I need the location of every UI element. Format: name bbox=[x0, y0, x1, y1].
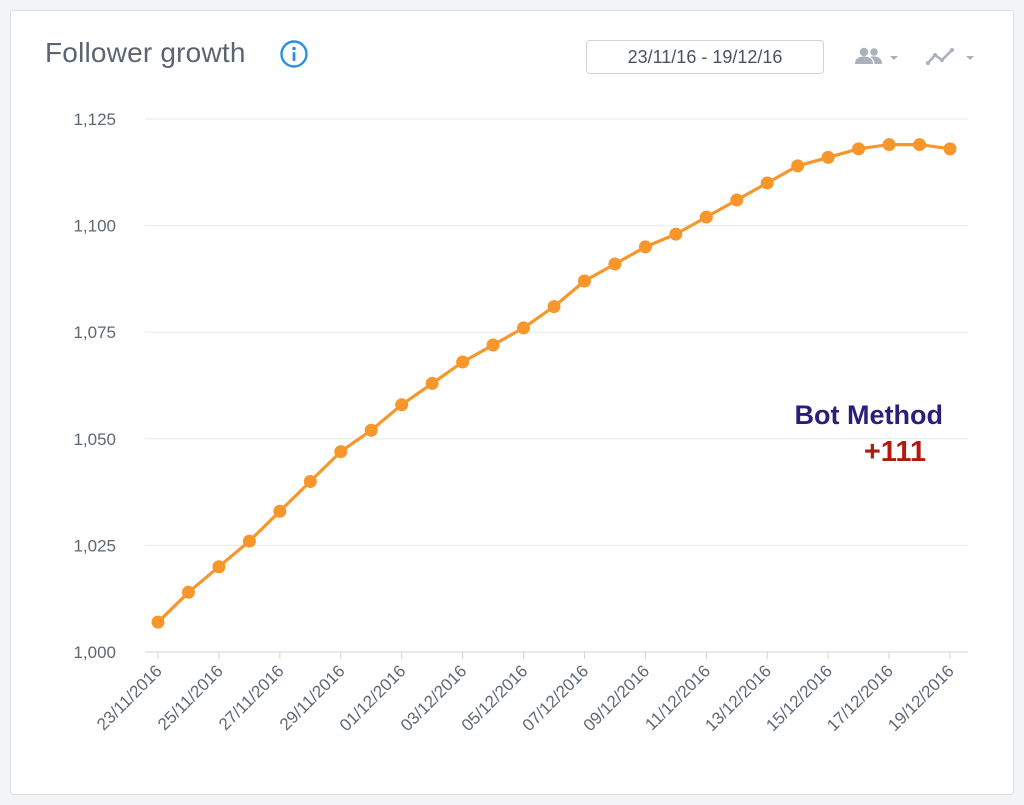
data-point[interactable] bbox=[943, 142, 957, 156]
data-point[interactable] bbox=[425, 376, 439, 390]
chart-title: Follower growth bbox=[45, 37, 246, 68]
data-point[interactable] bbox=[486, 338, 500, 352]
data-point[interactable] bbox=[913, 138, 927, 152]
data-point[interactable] bbox=[577, 274, 591, 288]
annotation-title: Bot Method bbox=[795, 400, 943, 430]
data-point[interactable] bbox=[334, 445, 348, 459]
people-icon bbox=[855, 47, 882, 64]
annotation-value: +111 bbox=[864, 436, 926, 468]
follower-growth-card: Follower growth 23/11/16 - 19/12/16 bbox=[10, 10, 1014, 795]
data-point[interactable] bbox=[547, 300, 561, 314]
x-axis-ticks: 23/11/201625/11/201627/11/201629/11/2016… bbox=[93, 652, 958, 735]
data-point[interactable] bbox=[151, 615, 165, 629]
data-point[interactable] bbox=[456, 355, 470, 369]
data-point[interactable] bbox=[181, 585, 195, 599]
data-point[interactable] bbox=[791, 159, 805, 173]
data-point[interactable] bbox=[882, 138, 896, 152]
x-tick-label: 23/11/2016 bbox=[93, 661, 166, 734]
chevron-down-icon bbox=[890, 56, 898, 60]
data-point[interactable] bbox=[821, 150, 835, 164]
series-points bbox=[151, 138, 957, 629]
grid-lines bbox=[145, 118, 968, 653]
data-point[interactable] bbox=[364, 423, 378, 437]
y-tick-label: 1,125 bbox=[73, 110, 116, 129]
data-point[interactable] bbox=[395, 398, 409, 412]
x-tick-label: 27/11/2016 bbox=[215, 661, 288, 734]
y-axis-ticks: 1,000 1,025 1,050 1,075 1,100 1,125 bbox=[73, 110, 116, 662]
data-point[interactable] bbox=[730, 193, 744, 207]
data-point[interactable] bbox=[608, 257, 622, 271]
y-tick-label: 1,075 bbox=[73, 323, 116, 342]
chart-type-selector[interactable] bbox=[925, 45, 981, 69]
x-tick-label: 09/12/2016 bbox=[580, 661, 654, 735]
series-line bbox=[156, 143, 951, 624]
line-chart-icon bbox=[926, 48, 954, 65]
data-point[interactable] bbox=[638, 240, 652, 254]
data-point[interactable] bbox=[517, 321, 531, 335]
date-range-picker[interactable]: 23/11/16 - 19/12/16 bbox=[586, 40, 824, 74]
y-tick-label: 1,000 bbox=[73, 643, 116, 662]
x-tick-label: 19/12/2016 bbox=[884, 661, 958, 735]
y-tick-label: 1,050 bbox=[73, 430, 116, 449]
y-tick-label: 1,025 bbox=[73, 536, 116, 555]
audience-selector[interactable] bbox=[853, 45, 905, 69]
data-point[interactable] bbox=[760, 176, 774, 190]
data-point[interactable] bbox=[669, 227, 683, 241]
data-point[interactable] bbox=[242, 534, 256, 548]
data-point[interactable] bbox=[699, 210, 713, 224]
x-tick-label: 25/11/2016 bbox=[154, 661, 227, 734]
y-tick-label: 1,100 bbox=[73, 217, 116, 236]
data-point[interactable] bbox=[212, 560, 226, 574]
data-point[interactable] bbox=[303, 474, 317, 488]
data-point[interactable] bbox=[273, 504, 287, 518]
data-point[interactable] bbox=[852, 142, 866, 156]
info-icon[interactable] bbox=[279, 39, 309, 69]
